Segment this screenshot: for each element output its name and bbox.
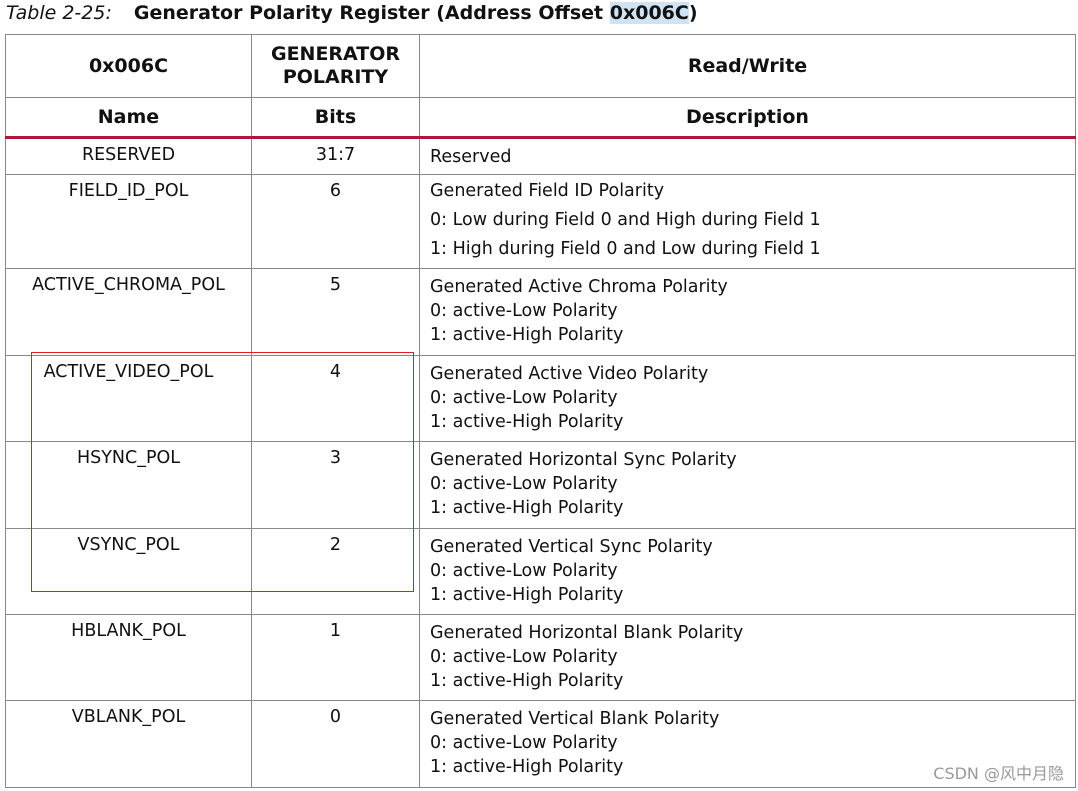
description-line: 1: active-High Polarity <box>430 412 624 432</box>
field-description: Reserved <box>419 137 1076 175</box>
field-description: Generated Active Chroma Polarity 0: activ… <box>419 268 1076 356</box>
field-description: Generated Vertical Sync Polarity 0: activ… <box>419 528 1076 615</box>
table-row: HSYNC_POL 3 Generated Horizontal Sync Pola… <box>5 441 1076 529</box>
description-line: Generated Horizontal Blank Polarity <box>430 623 744 643</box>
field-description: Generated Active Video Polarity 0: active… <box>419 355 1076 442</box>
table-row: VBLANK_POL 0 Generated Vertical Blank Pola… <box>5 700 1076 788</box>
description-line: 1: active-High Polarity <box>430 325 624 345</box>
header-access: Read/Write <box>419 34 1076 98</box>
description-line: 0: active-Low Polarity <box>430 301 618 321</box>
description-line: 1: active-High Polarity <box>430 671 624 691</box>
annotation-highlight-box <box>31 352 414 592</box>
field-name: VSYNC_POL <box>5 528 252 615</box>
field-name: VBLANK_POL <box>5 700 252 788</box>
description-line: 0: active-Low Polarity <box>430 388 618 408</box>
table-row: VSYNC_POL 2 Generated Vertical Sync Polari… <box>5 528 1076 615</box>
table-caption: Table 2-25: Generator Polarity Register (… <box>6 0 698 28</box>
field-name: FIELD_ID_POL <box>5 174 252 269</box>
table-row: HBLANK_POL 1 Generated Horizontal Blank Po… <box>5 614 1076 701</box>
description-line: 1: active-High Polarity <box>430 498 624 518</box>
table-row: FIELD_ID_POL 6 Generated Field ID Polarity… <box>5 174 1076 269</box>
table-row: ACTIVE_CHROMA_POL 5 Generated Active Chrom… <box>5 268 1076 356</box>
field-description: Generated Field ID Polarity 0: Low during… <box>419 174 1076 269</box>
field-bits: 5 <box>251 268 420 356</box>
caption-close: ) <box>688 2 698 24</box>
description-line: 0: active-Low Polarity <box>430 561 618 581</box>
header-row-register: 0x006C GENERATOR POLARITY Read/Write <box>5 34 1076 98</box>
field-bits: 4 <box>251 355 420 442</box>
field-bits: 1 <box>251 614 420 701</box>
field-description: Generated Horizontal Sync Polarity 0: act… <box>419 441 1076 529</box>
description-line: 1: active-High Polarity <box>430 585 624 605</box>
field-name: ACTIVE_VIDEO_POL <box>5 355 252 442</box>
description-line: 0: active-Low Polarity <box>430 733 618 753</box>
description-line: 1: High during Field 0 and Low during Fi… <box>430 239 821 259</box>
description-line: Generated Field ID Polarity <box>430 181 665 201</box>
field-name: ACTIVE_CHROMA_POL <box>5 268 252 356</box>
field-description: Generated Horizontal Blank Polarity 0: ac… <box>419 614 1076 701</box>
table-row: ACTIVE_VIDEO_POL 4 Generated Active Video … <box>5 355 1076 442</box>
description-line: 0: active-Low Polarity <box>430 474 618 494</box>
description-line: Generated Active Chroma Polarity <box>430 277 728 297</box>
field-bits: 0 <box>251 700 420 788</box>
field-description: Generated Vertical Blank Polarity 0: acti… <box>419 700 1076 788</box>
caption-title: Generator Polarity Register (Address Off… <box>134 2 698 24</box>
description-line: 0: active-Low Polarity <box>430 647 618 667</box>
caption-address-selected[interactable]: 0x006C <box>609 2 689 24</box>
description-line: Generated Vertical Blank Polarity <box>430 709 720 729</box>
register-table: 0x006C GENERATOR POLARITY Read/Write Nam… <box>5 34 1076 788</box>
watermark: CSDN @风中月隐 <box>933 764 1064 783</box>
description-line: Generated Vertical Sync Polarity <box>430 537 713 557</box>
field-name: RESERVED <box>5 137 252 175</box>
description-line: Generated Horizontal Sync Polarity <box>430 450 737 470</box>
description-line: 0: Low during Field 0 and High during Fi… <box>430 210 821 230</box>
caption-title-text: Generator Polarity Register (Address Off… <box>133 2 610 24</box>
header-row-columns: Name Bits Description <box>5 97 1076 139</box>
description-line: Reserved <box>430 147 512 167</box>
table-row: RESERVED 31:7 Reserved <box>5 137 1076 175</box>
field-bits: 6 <box>251 174 420 269</box>
caption-label: Table 2-25: <box>6 2 112 24</box>
header-bits: Bits <box>251 97 420 139</box>
field-name: HSYNC_POL <box>5 441 252 529</box>
field-name: HBLANK_POL <box>5 614 252 701</box>
field-bits: 31:7 <box>251 137 420 175</box>
header-name: Name <box>5 97 252 139</box>
header-register-name: GENERATOR POLARITY <box>251 34 420 98</box>
description-line: 1: active-High Polarity <box>430 757 624 777</box>
header-offset: 0x006C <box>5 34 252 98</box>
header-description: Description <box>419 97 1076 139</box>
description-line: Generated Active Video Polarity <box>430 364 709 384</box>
